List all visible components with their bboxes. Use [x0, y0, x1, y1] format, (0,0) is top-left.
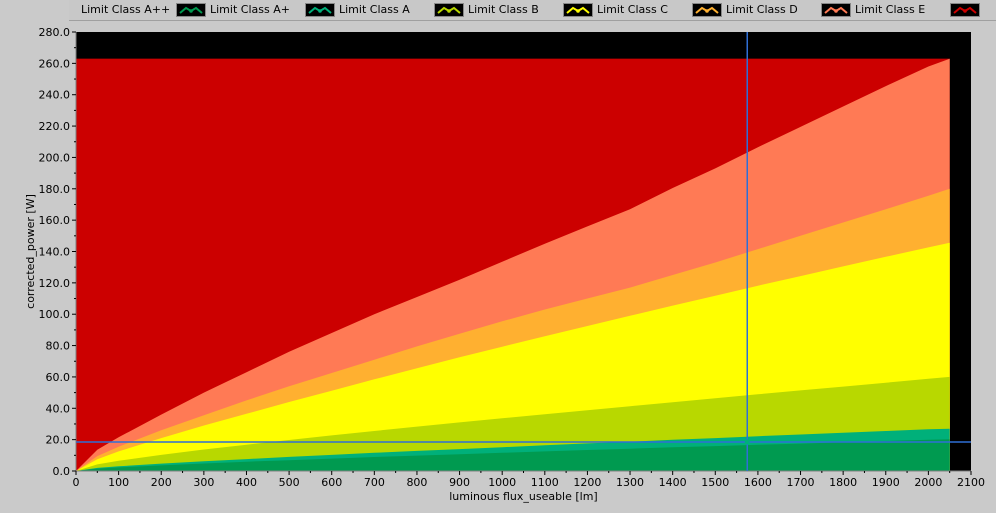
- y-tick-label: 80.0: [46, 340, 71, 353]
- legend-swatch-icon[interactable]: [176, 3, 206, 17]
- legend-label: Limit Class A+: [210, 3, 290, 16]
- x-tick-label: 600: [321, 476, 342, 489]
- y-axis-label: corrected_power [W]: [24, 194, 37, 309]
- legend-swatch-icon[interactable]: [821, 3, 851, 17]
- x-tick-label: 2000: [914, 476, 942, 489]
- x-tick-label: 1800: [829, 476, 857, 489]
- y-tick-label: 240.0: [39, 89, 71, 102]
- legend-item[interactable]: Limit Class E: [855, 0, 984, 20]
- legend-item[interactable]: Limit Class C: [597, 0, 726, 20]
- x-tick-label: 400: [236, 476, 257, 489]
- x-tick-label: 1600: [744, 476, 772, 489]
- y-tick-label: 100.0: [39, 308, 71, 321]
- y-tick-label: 60.0: [46, 371, 71, 384]
- x-tick-label: 100: [108, 476, 129, 489]
- y-tick-label: 120.0: [39, 277, 71, 290]
- y-tick-label: 260.0: [39, 57, 71, 70]
- legend-swatch-icon[interactable]: [305, 3, 335, 17]
- y-tick-label: 0.0: [53, 465, 71, 478]
- legend: Limit Class A++ Limit Class A+ Limit Class…: [69, 0, 996, 21]
- x-tick-label: 200: [151, 476, 172, 489]
- plot-area[interactable]: 0 100 200 300 400 500 600 700 800 900 1000 1100 1200…: [0, 20, 996, 513]
- y-tick-label: 180.0: [39, 183, 71, 196]
- x-tick-label: 900: [449, 476, 470, 489]
- legend-swatch-icon[interactable]: [434, 3, 464, 17]
- x-tick-label: 1300: [616, 476, 644, 489]
- x-axis-label: luminous flux_useable [lm]: [449, 490, 597, 503]
- legend-label: Limit Class E: [855, 3, 926, 16]
- x-tick-label: 1100: [531, 476, 559, 489]
- x-tick-label: 1500: [701, 476, 729, 489]
- x-tick-label: 1900: [872, 476, 900, 489]
- y-tick-label: 140.0: [39, 246, 71, 259]
- y-tick-label: 280.0: [39, 26, 71, 39]
- x-tick-label: 300: [193, 476, 214, 489]
- x-tick-label: 700: [364, 476, 385, 489]
- legend-label: Limit Class B: [468, 3, 539, 16]
- legend-item[interactable]: Limit Class B: [468, 0, 597, 20]
- y-tick-label: 160.0: [39, 214, 71, 227]
- legend-label: Limit Class D: [726, 3, 798, 16]
- legend-swatch-icon[interactable]: [950, 3, 980, 17]
- x-tick-label: 1200: [573, 476, 601, 489]
- legend-label: Limit Class A++: [81, 3, 171, 16]
- legend-label: Limit Class A: [339, 3, 410, 16]
- x-tick-label: 500: [279, 476, 300, 489]
- x-tick-label: 800: [406, 476, 427, 489]
- y-tick-label: 220.0: [39, 120, 71, 133]
- legend-swatch-icon[interactable]: [563, 3, 593, 17]
- legend-swatch-icon[interactable]: [692, 3, 722, 17]
- x-tick-label: 1700: [787, 476, 815, 489]
- y-tick-label: 40.0: [46, 402, 71, 415]
- x-tick-label: 0: [73, 476, 80, 489]
- x-tick-label: 1400: [659, 476, 687, 489]
- area-limit-class-aplusplus: [76, 439, 950, 471]
- legend-label: Limit Class C: [597, 3, 668, 16]
- legend-item[interactable]: Limit Class A+: [210, 0, 339, 20]
- x-tick-label: 1000: [488, 476, 516, 489]
- y-tick-label: 20.0: [46, 434, 71, 447]
- y-tick-label: 200.0: [39, 151, 71, 164]
- cursor-marker[interactable]: [744, 439, 750, 445]
- legend-item[interactable]: Limit Class A++: [81, 0, 210, 20]
- x-tick-label: 2100: [957, 476, 985, 489]
- legend-item[interactable]: Limit Class A: [339, 0, 468, 20]
- legend-item[interactable]: Limit Class D: [726, 0, 855, 20]
